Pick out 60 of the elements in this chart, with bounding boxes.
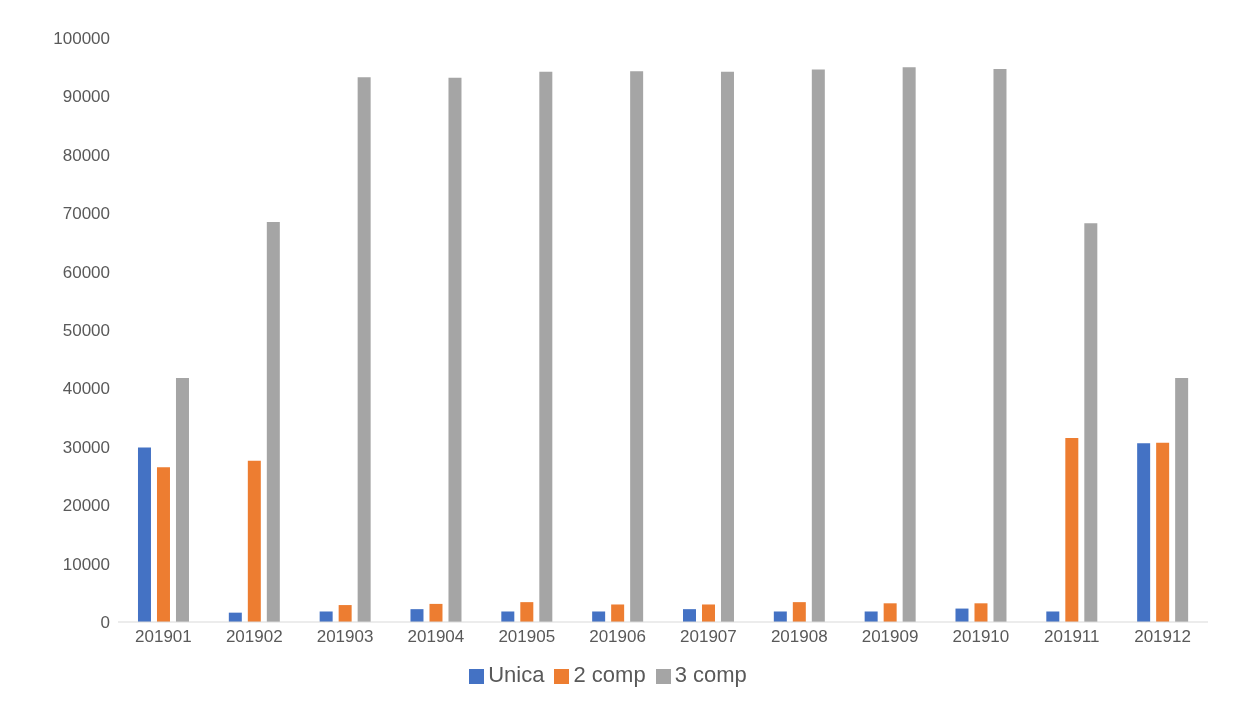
y-tick-label: 0 [100,613,110,633]
x-tick-label: 201901 [135,627,192,647]
bar [773,611,787,622]
bar [357,77,371,622]
x-tick-label: 201909 [861,627,919,647]
bar [864,611,878,622]
bar [156,467,170,622]
bar [1137,443,1151,622]
bar [611,604,625,622]
bar [811,69,825,622]
bar [792,602,806,622]
x-tick-label: 201910 [952,627,1010,647]
x-tick-label: 201905 [498,627,556,647]
y-tick-label: 90000 [62,87,110,107]
bar [1084,223,1098,622]
bar [701,604,715,622]
y-tick-label: 40000 [62,379,110,399]
bar [993,68,1007,622]
bar [175,377,189,622]
x-tick-label: 201911 [1044,627,1100,647]
y-tick-label: 10000 [62,554,110,574]
y-tick-label: 30000 [62,437,110,457]
legend-label: Unica [488,662,545,687]
y-tick-label: 50000 [62,321,110,341]
x-tick-label: 201902 [225,627,283,647]
bar [247,460,261,622]
bar [592,611,606,622]
bar [501,611,515,622]
bar [883,603,897,622]
bar [1046,611,1060,622]
x-tick-label: 201908 [770,627,828,647]
y-tick-label: 100000 [53,29,110,49]
x-tick-label: 201912 [1134,627,1191,647]
bar [630,71,644,622]
bar [448,77,462,622]
bar [682,609,696,622]
x-tick-label: 201903 [316,627,374,647]
y-tick-label: 70000 [62,204,110,224]
y-tick-label: 60000 [62,262,110,282]
bar [520,602,534,622]
y-tick-label: 80000 [62,145,110,165]
bar [902,67,916,622]
bar [720,71,734,622]
bar [539,71,553,622]
y-tick-label: 20000 [62,496,110,516]
legend-label: 3 comp [674,662,747,687]
bar [429,603,443,622]
bar [266,221,280,622]
x-tick-label: 201907 [680,627,737,647]
legend-label: 2 comp [573,662,646,687]
bar [319,611,333,622]
x-tick-label: 201904 [407,627,465,647]
bar [974,603,988,622]
bar [1175,377,1189,622]
bar [410,609,424,622]
x-tick-label: 201906 [589,627,646,647]
bar [137,447,151,622]
bar [1156,442,1170,622]
bar [338,605,352,622]
bar [1065,438,1079,622]
